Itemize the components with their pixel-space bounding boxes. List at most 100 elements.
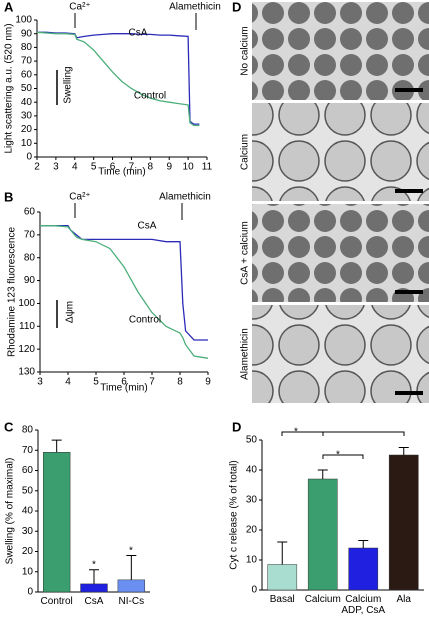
y-tick-label: 110 [19,321,35,332]
y-tick-label: 120 [18,344,35,355]
scale-bar [395,88,423,92]
y-tick-label: 70 [22,445,34,456]
significance: * [129,546,133,557]
significance: * [92,560,96,571]
y-tick-label: 80 [21,42,33,53]
error-bar [317,469,328,479]
x-tick-label: 11 [202,162,213,173]
y-tick-label: 30 [21,111,33,122]
scale-bar [395,290,423,294]
panel-label: A [4,0,14,14]
panel-label: D [232,0,241,14]
series-label: CsA [129,28,148,39]
x-tick-label: 6 [110,162,116,173]
x-axis-label: Time (min) [100,383,147,394]
x-tick-label: Calcium [304,594,341,605]
panel-label: B [4,189,13,204]
x-tick-label: Control [40,596,73,607]
micrograph-label: Calcium [240,134,251,170]
y-tick-label: 30 [246,495,258,506]
micrograph-label: Alamethicin [240,328,251,380]
micrograph [252,2,429,100]
significance: * [336,450,340,461]
x-tick-label-box: NI-Cs [119,596,145,607]
y-tick-label: 130 [18,367,35,378]
y-tick-label: 80 [24,252,36,263]
x-axis-label: Time (min) [98,167,145,178]
annotation: Ca²⁺ [69,2,90,13]
x-tick-label-box: Control [40,596,73,607]
error-bar [358,540,369,548]
micrograph [252,103,429,201]
series-line [36,31,200,127]
series-line [40,225,209,359]
y-tick-label: 60 [24,207,36,218]
x-tick-label: 8 [177,377,183,388]
annotation: Swelling [63,66,74,103]
y-tick-label: 40 [246,465,258,476]
y-tick-label: 20 [22,546,34,557]
y-tick-label: 10 [21,138,33,149]
bracket [322,454,364,459]
x-tick-label: Ala [396,594,411,605]
x-tick-label: 7 [129,162,135,173]
y-tick-label: 20 [21,124,33,135]
series-label: Control [134,91,166,102]
x-tick-label: 5 [93,377,99,388]
y-tick-label: 20 [246,525,258,536]
scale-bar [395,391,423,395]
x-tick-label: Basal [269,594,295,605]
annotation: Alamethicin [159,192,211,203]
x-tick-label: 3 [53,162,59,173]
annotation: Ca²⁺ [69,192,90,203]
x-tick-label: 10 [183,162,195,173]
micrograph [252,305,429,403]
micrographs: D No calcium Calcium CsA + calcium Alamethic… [232,0,429,403]
y-tick-label: 30 [22,526,34,537]
x-tick-label: 4 [65,377,71,388]
x-tick-label-box: Calcium [304,594,341,605]
y-tick-label: 40 [22,506,34,517]
y-tick-label: 90 [24,275,36,286]
y-tick-label: 60 [21,69,33,80]
y-tick-label: 0 [27,587,33,598]
x-tick-label: 8 [148,162,154,173]
x-tick-label: 9 [205,377,211,388]
series-label: Control [129,315,161,326]
micrograph-label: No calcium [240,26,251,75]
error-bar [51,439,62,453]
micrograph [252,204,429,302]
y-tick-label: 80 [22,425,34,436]
x-tick-label: CsA [84,596,104,607]
panel-label: C [4,419,14,434]
bracket [281,431,405,436]
x-tick-label-box: Calcium ADP, CsA [341,594,386,616]
bar [117,579,146,593]
y-tick-label: 100 [15,15,32,26]
y-axis-label: Swelling (% of maximal) [5,458,16,565]
bar [267,564,298,591]
y-tick-label: 100 [18,298,35,309]
y-tick-label: 50 [246,435,258,446]
error-bar [398,447,409,455]
bar [388,454,419,591]
y-tick-label: 10 [246,555,258,566]
x-tick-label: 2 [34,162,40,173]
micrograph-label: CsA + calcium [240,221,251,285]
x-tick-label: Calcium ADP, CsA [341,594,386,616]
y-tick-label: 50 [21,83,33,94]
x-tick-label: 6 [121,377,127,388]
series-line [37,31,200,125]
y-axis-label: Cyt c release (% of total) [229,460,240,569]
scale-bar [395,189,423,193]
x-tick-label-box: Basal [269,594,295,605]
error-bar [89,569,99,584]
x-tick-label: 9 [166,162,172,173]
x-tick-label: 3 [37,377,43,388]
x-tick-label: 4 [72,162,78,173]
x-tick-label: 5 [91,162,97,173]
x-tick-label-box: Ala [396,594,411,605]
bar [42,452,71,593]
y-tick-label: 0 [251,585,257,596]
